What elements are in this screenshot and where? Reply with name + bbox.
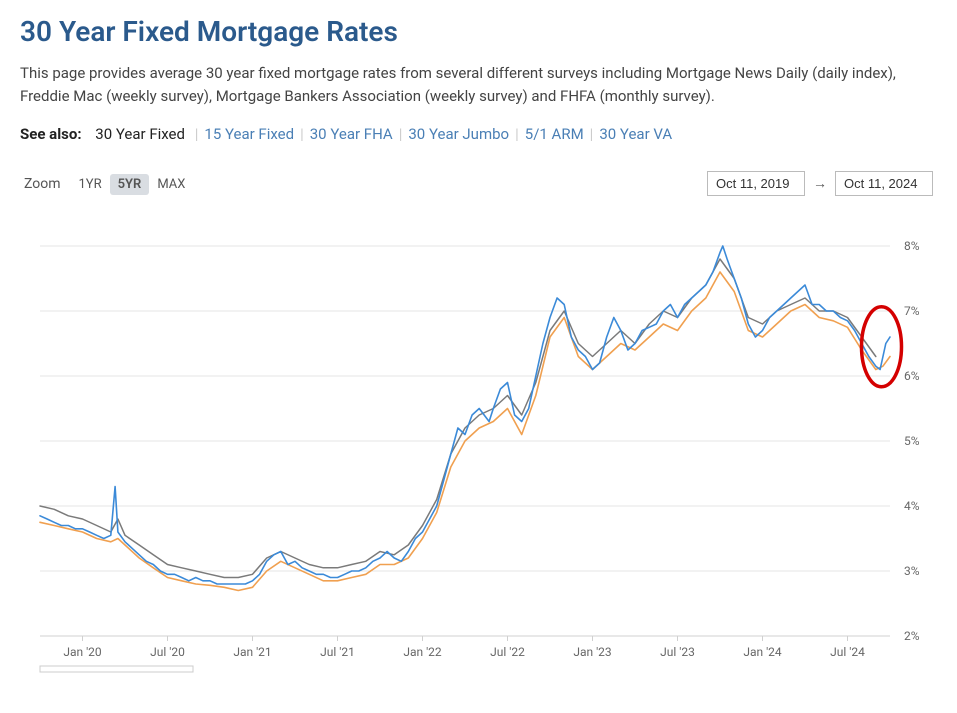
svg-text:3%: 3% [904,564,920,578]
svg-text:6%: 6% [904,369,920,383]
zoom-group: Zoom 1YR5YRMAX [24,176,193,192]
svg-text:Jul '20: Jul '20 [150,645,185,659]
separator: | [195,125,199,143]
svg-text:4%: 4% [904,499,920,513]
separator: | [515,125,519,143]
see-also-label: See also: [20,125,82,143]
see-also-link[interactable]: 30 Year VA [599,125,672,143]
chart-container: 2% 3% 4% 5% 6% 7% 8% Jan '20 Jul '20 Jan '21 Jul '… [20,206,937,686]
series-line [40,246,890,584]
svg-text:8%: 8% [904,239,920,253]
date-to-input[interactable] [835,171,933,196]
separator: | [300,125,304,143]
chart-controls: Zoom 1YR5YRMAX → [20,171,937,196]
see-also-link[interactable]: 5/1 ARM [525,125,584,143]
date-from-input[interactable] [707,171,805,196]
separator: | [399,125,403,143]
svg-text:5%: 5% [904,434,920,448]
see-also-link[interactable]: 30 Year FHA [310,125,393,143]
series-line [40,272,890,591]
svg-text:Jan '23: Jan '23 [573,645,611,659]
mortgage-rate-chart[interactable]: 2% 3% 4% 5% 6% 7% 8% Jan '20 Jul '20 Jan '21 Jul '… [20,206,937,686]
svg-text:Jul '21: Jul '21 [320,645,355,659]
svg-text:Jan '22: Jan '22 [403,645,442,659]
svg-text:Jul '23: Jul '23 [660,645,695,659]
svg-text:Jan '21: Jan '21 [233,645,271,659]
svg-text:Jul '22: Jul '22 [490,645,525,659]
see-also-current: 30 Year Fixed [95,125,185,143]
series-line [40,259,876,578]
svg-text:7%: 7% [904,304,920,318]
annotation-circle [862,307,902,387]
separator: | [590,125,594,143]
svg-text:Jan '20: Jan '20 [63,645,102,659]
svg-text:2%: 2% [904,629,920,643]
page-title: 30 Year Fixed Mortgage Rates [20,15,937,48]
zoom-button-1yr[interactable]: 1YR [71,174,110,195]
svg-text:Jul '24: Jul '24 [830,645,865,659]
date-range: → [707,171,933,196]
zoom-label: Zoom [24,176,61,192]
zoom-button-5yr[interactable]: 5YR [110,174,150,195]
see-also-link[interactable]: 15 Year Fixed [204,125,294,143]
see-also-nav: See also: 30 Year Fixed | 15 Year Fixed | 3… [20,125,937,143]
zoom-button-max[interactable]: MAX [149,174,193,195]
see-also-link[interactable]: 30 Year Jumbo [408,125,509,143]
svg-text:Jan '24: Jan '24 [743,645,782,659]
page-description: This page provides average 30 year fixed… [20,62,937,107]
date-arrow-icon: → [813,175,827,192]
